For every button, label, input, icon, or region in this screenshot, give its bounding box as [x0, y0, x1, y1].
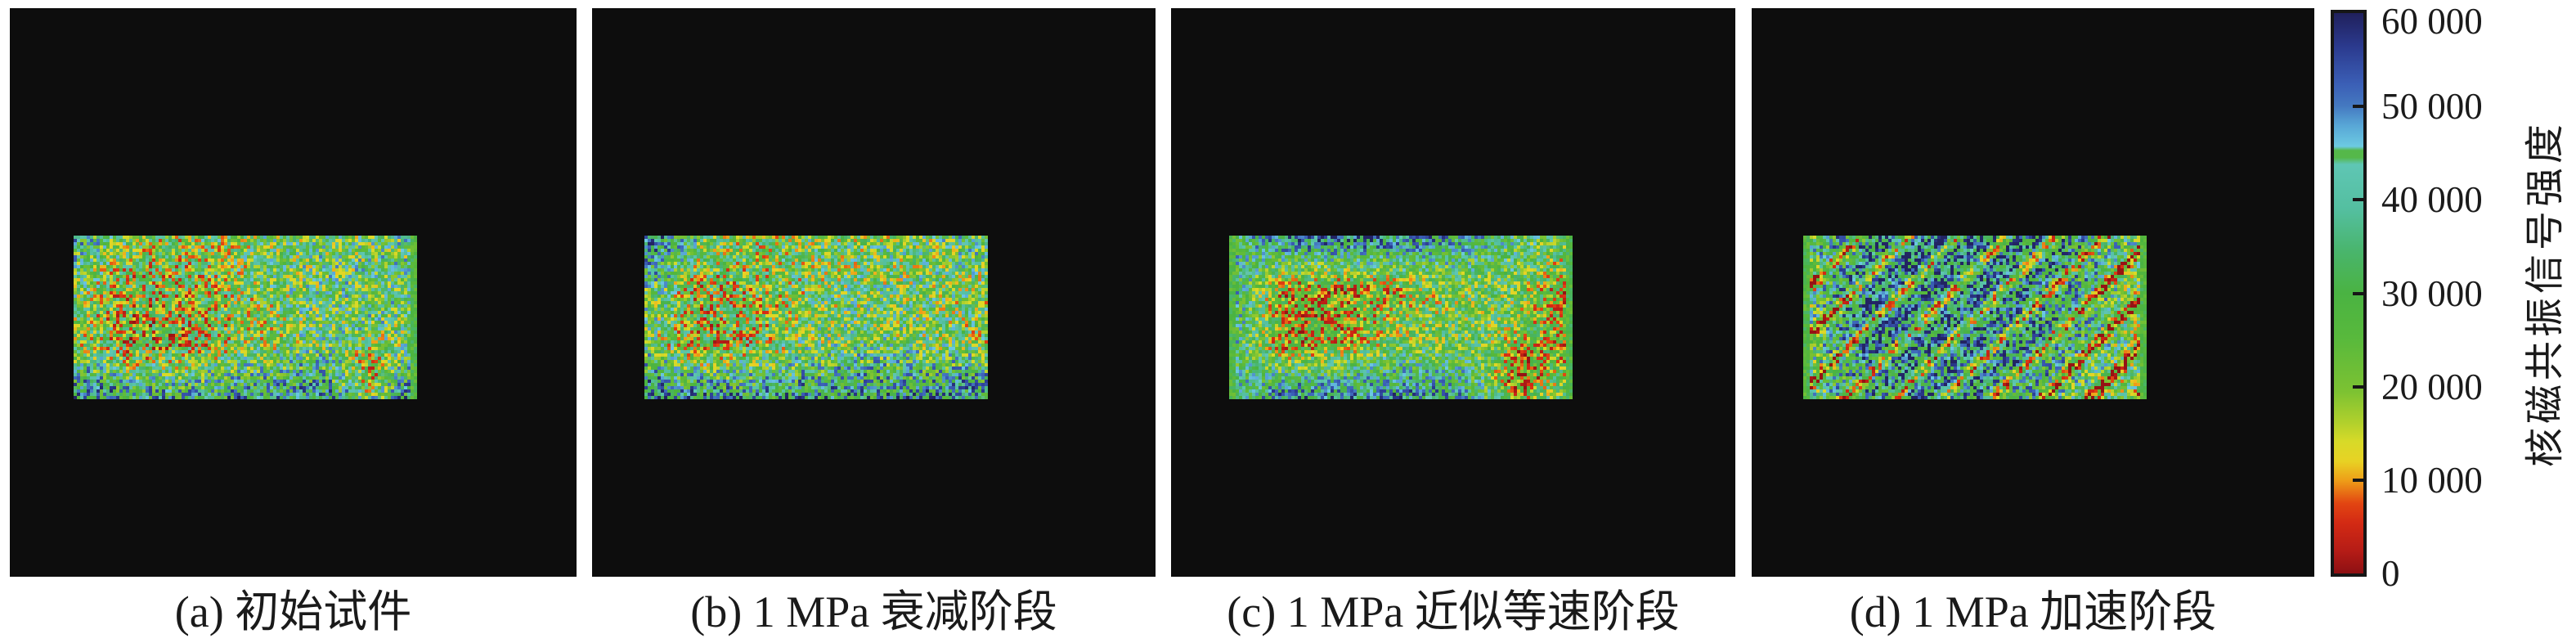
specimen-heatmap-c: [1229, 236, 1573, 399]
colorbar-tick-label-60000: 60 000: [2381, 1, 2483, 42]
specimen-heatmap-a: [74, 236, 417, 399]
colorbar-tick-20000: [2353, 384, 2363, 389]
caption-panel-a: (a) 初始试件: [174, 587, 412, 636]
colorbar-tick-10000: [2353, 478, 2363, 482]
caption-panel-d: (d) 1 MPa 加速阶段: [1849, 587, 2217, 636]
panel-b: [592, 8, 1156, 577]
colorbar-tick-30000: [2353, 291, 2363, 295]
specimen-heatmap-b: [644, 236, 988, 399]
panel-c: [1171, 8, 1735, 577]
colorbar-tick-label-20000: 20 000: [2381, 366, 2483, 407]
colorbar-axis-label-wrap: 核磁共振信号强度: [2509, 10, 2573, 577]
panel-d: [1752, 8, 2314, 577]
caption-panel-c: (c) 1 MPa 近似等速阶段: [1227, 587, 1680, 636]
colorbar-tick-50000: [2353, 105, 2363, 109]
colorbar-tick-label-0: 0: [2381, 553, 2400, 594]
colorbar: [2331, 10, 2367, 577]
specimen-heatmap-d: [1803, 236, 2147, 399]
colorbar-tick-label-40000: 40 000: [2381, 179, 2483, 221]
panel-a: [10, 8, 577, 577]
colorbar-tick-label-50000: 50 000: [2381, 86, 2483, 128]
caption-panel-b: (b) 1 MPa 衰减阶段: [690, 587, 1057, 636]
colorbar-tick-label-30000: 30 000: [2381, 272, 2483, 314]
colorbar-tick-40000: [2353, 198, 2363, 202]
colorbar-axis-label: 核磁共振信号强度: [2524, 119, 2568, 467]
colorbar-tick-label-10000: 10 000: [2381, 459, 2483, 501]
